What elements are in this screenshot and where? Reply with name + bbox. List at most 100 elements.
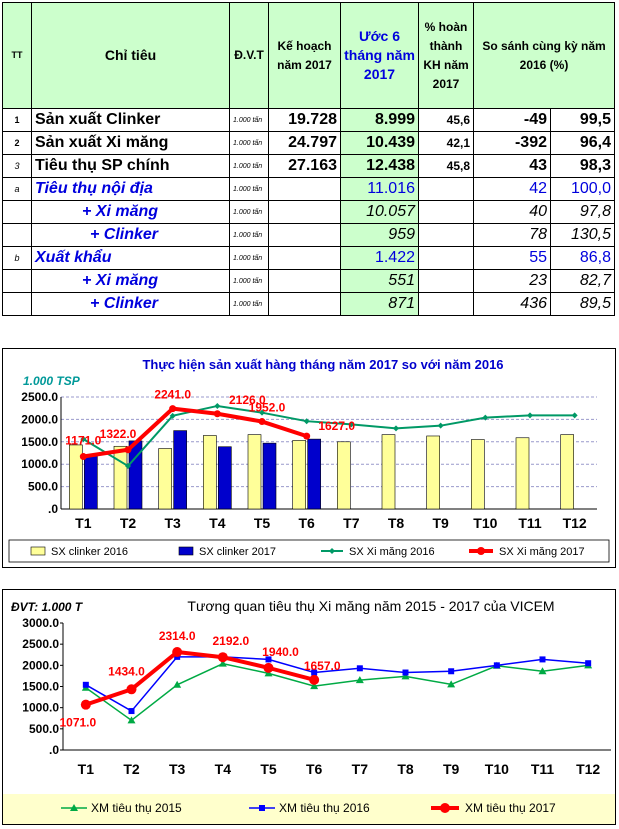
- bar-clinker-2017: [307, 438, 321, 510]
- bar-clinker-2016: [471, 439, 485, 510]
- data-label-ximang-2017: 2126.0: [229, 393, 266, 407]
- cell-unit: 1.000 tấn: [229, 223, 269, 247]
- point-ximang-2016: [259, 409, 265, 416]
- bar-clinker-2016: [337, 441, 351, 510]
- point-ximang-2016: [214, 402, 221, 409]
- x-tick-label: T9: [432, 515, 449, 531]
- point-ximang-2017: [79, 453, 87, 461]
- cell-est: 8.999: [340, 108, 419, 132]
- point-ximang-2016: [393, 425, 399, 432]
- table-row: 2 Sản xuất Xi măng 1.000 tấn 24.797 10.439 42…: [2, 131, 616, 155]
- point-ximang-2017: [169, 405, 177, 413]
- point-tieuthu-2016: [311, 669, 318, 676]
- cell-tt: 1: [2, 108, 32, 132]
- cell-unit: 1.000 tấn: [229, 108, 269, 132]
- cell-pct: [418, 246, 474, 270]
- cell-est: 871: [340, 292, 419, 316]
- table-row: 1 Sản xuất Clinker 1.000 tấn 19.728 8.999 45,…: [2, 108, 616, 132]
- x-tick-label: T2: [120, 515, 137, 531]
- legend-label: SX Xi măng 2016: [349, 546, 435, 558]
- bar-clinker-2017: [262, 442, 277, 510]
- bar-clinker-2016: [247, 434, 262, 510]
- cell-name: Xuất khẩu: [31, 246, 230, 270]
- point-ximang-2016: [571, 412, 578, 419]
- point-tieuthu-2017: [309, 674, 320, 685]
- point-tieuthu-2015: [447, 680, 456, 688]
- cell-diff: 23: [473, 269, 551, 293]
- cell-ratio: 100,0: [549, 177, 616, 201]
- chart2-svg: ĐVT: 1.000 T Tương quan tiêu thụ Xi măng …: [3, 598, 615, 824]
- point-tieuthu-2017: [126, 684, 137, 695]
- data-label-ximang-2017: 1627.0: [318, 419, 355, 433]
- cell-tt: 2: [2, 131, 32, 155]
- point-ximang-2016: [527, 412, 533, 419]
- cell-plan: 19.728: [268, 108, 341, 132]
- y-tick-label: 1000.0: [21, 457, 58, 471]
- chart-title: Thực hiện sản xuất hàng tháng năm 2017 s…: [142, 357, 503, 372]
- data-label-tieuthu-2017: 2314.0: [159, 629, 196, 643]
- chart-consumption-comparison: ĐVT: 1.000 T Tương quan tiêu thụ Xi măng …: [2, 589, 616, 825]
- data-label-ximang-2017: 2241.0: [154, 388, 191, 402]
- cell-unit: 1.000 tấn: [229, 154, 269, 178]
- header-so-sanh: So sánh cùng kỳ năm 2016 (%): [472, 2, 616, 109]
- unit-label: 1.000 TSP: [23, 374, 81, 388]
- point-ximang-2017: [213, 410, 221, 418]
- cell-name: Sản xuất Clinker: [31, 108, 230, 132]
- header-uoc-6-thang: Ước 6 tháng năm 2017: [340, 2, 419, 109]
- header-dvt: Đ.V.T: [229, 2, 269, 109]
- point-tieuthu-2017: [217, 652, 228, 663]
- point-tieuthu-2016: [128, 708, 135, 715]
- data-label-ximang-2017: 1952.0: [249, 401, 286, 415]
- cell-name: Tiêu thụ nội địa: [31, 177, 230, 201]
- production-table: TT Chỉ tiêu Đ.V.T Kế hoạch năm 2017 Ước …: [2, 2, 616, 316]
- cell-diff: 42: [473, 177, 551, 201]
- legend-swatch-clinker-2017: [178, 546, 194, 556]
- cell-plan: [268, 200, 341, 224]
- cell-diff: 78: [473, 223, 551, 247]
- point-tieuthu-2017: [263, 662, 274, 673]
- cell-tt: b: [2, 246, 32, 270]
- legend-label: XM tiêu thụ 2015: [91, 801, 182, 815]
- point-ximang-2016: [348, 421, 355, 428]
- data-label-tieuthu-2017: 1071.0: [59, 716, 96, 730]
- x-tick-label: T10: [485, 761, 509, 777]
- cell-unit: 1.000 tấn: [229, 292, 269, 316]
- x-tick-label: T12: [563, 515, 587, 531]
- y-tick-label: 500.0: [28, 480, 58, 494]
- legend-label: SX clinker 2016: [51, 546, 128, 558]
- point-tieuthu-2015: [538, 667, 547, 675]
- point-tieuthu-2015: [264, 669, 273, 677]
- point-ximang-2016: [437, 422, 444, 429]
- legend-label: XM tiêu thụ 2017: [465, 801, 556, 815]
- point-tieuthu-2016: [82, 681, 89, 688]
- bar-clinker-2016: [158, 448, 172, 510]
- y-tick-label: 500.0: [29, 722, 59, 736]
- legend-marker-tieuthu-2017: [440, 803, 450, 813]
- x-tick-label: T5: [254, 515, 271, 531]
- point-tieuthu-2017: [80, 699, 91, 710]
- legend-marker-ximang-2017: [477, 547, 485, 555]
- point-ximang-2016: [303, 418, 310, 425]
- cell-tt: [2, 292, 32, 316]
- cell-pct: [418, 269, 474, 293]
- x-tick-label: T6: [298, 515, 315, 531]
- cell-tt: [2, 269, 32, 293]
- x-tick-label: T7: [343, 515, 360, 531]
- cell-diff: 55: [473, 246, 551, 270]
- x-tick-label: T3: [169, 761, 186, 777]
- cell-tt: a: [2, 177, 32, 201]
- y-tick-label: 3000.0: [22, 616, 59, 630]
- cell-unit: 1.000 tấn: [229, 131, 269, 155]
- table-row: + Clinker 1.000 tấn 871 436 89,5: [2, 292, 616, 316]
- cell-est: 959: [340, 223, 419, 247]
- x-tick-label: T8: [397, 761, 414, 777]
- header-ke-hoach: Kế hoạch năm 2017: [268, 2, 341, 109]
- cell-name: + Xi măng: [31, 200, 230, 224]
- legend-swatch-clinker-2016: [30, 546, 46, 556]
- cell-unit: 1.000 tấn: [229, 269, 269, 293]
- cell-pct: [418, 223, 474, 247]
- cell-ratio: 98,3: [549, 154, 616, 178]
- cell-plan: [268, 177, 341, 201]
- bar-clinker-2016: [426, 435, 440, 510]
- cell-name: + Clinker: [31, 223, 230, 247]
